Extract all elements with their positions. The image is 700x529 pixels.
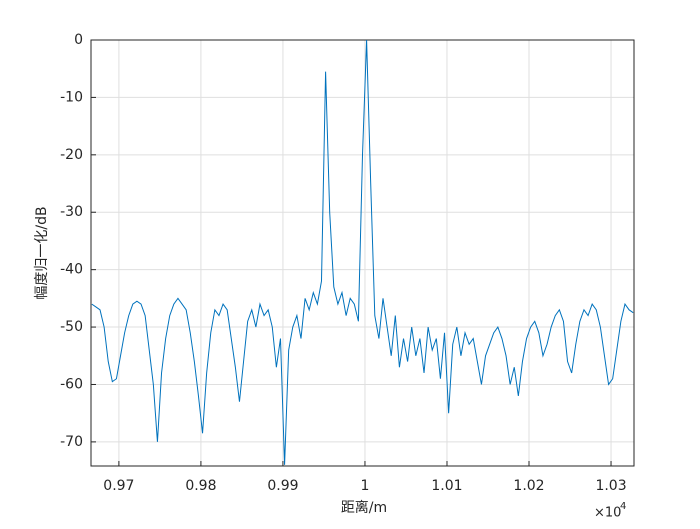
x-axis-label: 距离/m xyxy=(341,499,387,516)
x-tick-label: 1.02 xyxy=(513,478,544,494)
x-tick-label: 0.99 xyxy=(267,478,298,494)
y-tick-label: 0 xyxy=(74,32,83,48)
x-tick-label: 1.01 xyxy=(431,478,462,494)
x-exponent-power: 4 xyxy=(620,501,626,512)
y-tick-label: -20 xyxy=(60,147,83,163)
y-tick-label: -40 xyxy=(60,262,83,278)
plot-box xyxy=(90,39,635,467)
y-axis-label: 幅度归一化/dB xyxy=(33,206,50,299)
y-tick-label: -60 xyxy=(60,376,83,392)
data-line xyxy=(91,39,634,465)
x-tick-label: 1 xyxy=(360,478,369,494)
y-tick-label: -30 xyxy=(60,204,83,220)
x-tick-label: 0.98 xyxy=(185,478,216,494)
x-tick-label: 1.03 xyxy=(595,478,626,494)
x-tick-label: 0.97 xyxy=(103,478,134,494)
y-tick-label: -70 xyxy=(60,434,83,450)
y-tick-label: -50 xyxy=(60,319,83,335)
y-tick-label: -10 xyxy=(60,89,83,105)
x-exponent-base: ×10 xyxy=(594,506,621,521)
